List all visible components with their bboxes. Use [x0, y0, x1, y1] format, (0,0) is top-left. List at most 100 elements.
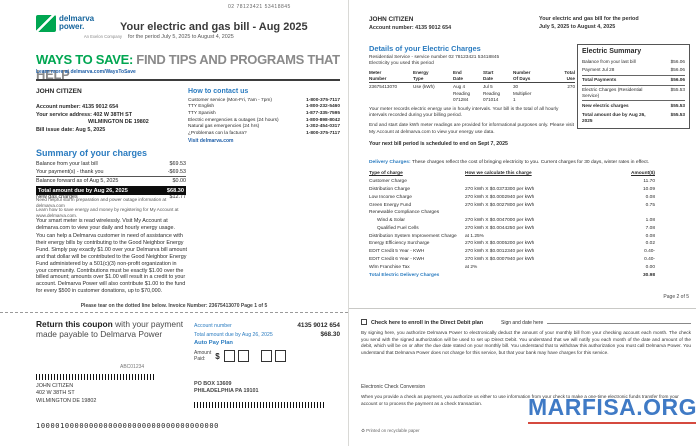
charges-total-row: Total Electric Delivery Charges 30.98 [369, 273, 661, 278]
visit-delmarva-link[interactable]: Visit delmarva.com [188, 137, 234, 144]
bill-issue-date: Bill issue date: Aug 5, 2025 [36, 126, 106, 133]
charges-total-label: Total Electric Delivery Charges [369, 273, 440, 279]
service-address-line: Your service address: 402 W 38TH ST [36, 111, 133, 118]
amount-paid-label-2: Paid: [194, 356, 206, 362]
coupon-account-label: Account number [194, 323, 232, 329]
contact-label: TTY English [188, 104, 215, 110]
meter-col-header: Number Of Days [513, 70, 551, 84]
charge-amount: 0.75 [645, 202, 655, 208]
postnet-barcode-remit [194, 402, 326, 408]
esummary-value: $55.53 [670, 111, 685, 117]
bill-page-2: JOHN CITIZEN Account number: 4135 9012 6… [348, 0, 696, 446]
dollar-sign: $ [215, 351, 220, 361]
charges-header-calc: How we calculate this charge [465, 171, 532, 177]
postnet-barcode-customer [36, 374, 154, 380]
customer-block: JOHN CITIZEN Account number: 4135 9012 6… [36, 88, 184, 134]
contact-row: TTY Spanish 1-877-335-7595 [188, 110, 340, 117]
charge-row: Distribution System Improvement Charge at… [369, 233, 661, 241]
ways-to-save-link[interactable]: Learn more at delmarva.com/WaysToSave [36, 69, 136, 75]
bill-period-line-1: Your electric and gas bill for the perio… [539, 16, 639, 22]
amount-box [223, 350, 235, 362]
end-date: Aug 4 [453, 84, 466, 90]
service-city-line: WILMINGTON DE 19802 [88, 119, 149, 125]
charge-calc: 270 kWh X $0.0005200 per kWh [465, 241, 535, 247]
customer-name: JOHN CITIZEN [36, 88, 82, 95]
electric-details-heading: Details of your Electric Charges [369, 44, 481, 53]
coupon-account-value: 4135 9012 654 [297, 322, 340, 329]
number-of-days: 30 [513, 84, 519, 90]
charges-header-row: Type of charge How we calculate this cha… [369, 171, 661, 176]
charge-amount: 0.02 [645, 241, 655, 247]
meter-number: 23675413070 [369, 84, 398, 90]
delivery-charges-label: Delivery Charges: [369, 160, 411, 165]
recycle-note: ♻ Printed on recyclable paper [361, 428, 420, 434]
contact-label: Natural gas emergencies (24 hrs) [188, 124, 260, 130]
esummary-row: Total amount due by Aug 26, 2025 $55.53 [582, 110, 685, 125]
charge-amount: 0.40- [644, 256, 655, 262]
esummary-value: $56.06 [670, 67, 685, 73]
contact-phone: 1-302-454-0317 [305, 124, 340, 130]
coupon-due-label: Total amount due by Aug 26, 2025 [194, 332, 273, 338]
multiplier-value: 1 [513, 96, 516, 102]
esummary-value: $56.06 [670, 77, 685, 83]
charge-type: Wlm Franchise Tax [369, 264, 410, 270]
charge-group-label: Renewable Compliance Charges [369, 210, 440, 216]
header-divider [36, 79, 340, 81]
meter-col-header: Total Use [551, 70, 575, 84]
charge-type: Wind & Solar [377, 218, 405, 224]
total-use: 270 [567, 84, 575, 90]
summary-heading: Summary of your charges [36, 148, 148, 158]
coupon-return-text: Return this coupon with your payment mad… [36, 319, 191, 339]
coupon-fields: Account number 4135 9012 654 Total amount… [194, 322, 340, 346]
recycle-text: Printed on recyclable paper [366, 428, 420, 433]
ways-to-save-rest: FIND TIPS AND PROGRAMS THAT HELP [36, 52, 340, 82]
charge-row: Customer Charge 11.70 [369, 178, 661, 186]
charge-type: EDIT Credit 5 Year - KWH [369, 249, 425, 255]
charge-amount: 0.08 [645, 233, 655, 239]
total-due-value: $68.30 [166, 187, 184, 194]
ways-to-save-banner: WAYS TO SAVE: FIND TIPS AND PROGRAMS THA… [36, 52, 348, 82]
charge-amount: 0.40- [644, 249, 655, 255]
charge-type: Distribution System Improvement Charge [369, 233, 457, 239]
total-due-label: Total amount due by Aug 26, 2025 [38, 187, 128, 194]
direct-debit-checkbox[interactable] [361, 319, 367, 325]
esummary-row: Total Payments $56.06 [582, 74, 685, 85]
amount-entry-boxes [223, 350, 286, 362]
meter-usage-table: Meter Number 23675413070 Energy Type Use (… [369, 70, 575, 103]
bill-title: Your electric and gas bill - Aug 2025 [120, 21, 308, 33]
coupon-code: ABC01234 [120, 364, 145, 370]
contact-phone: 1-877-335-7595 [305, 110, 340, 116]
electric-summary-heading: Electric Summary [582, 48, 642, 55]
direct-debit-terms: By signing here, you authorize Delmarva … [361, 330, 691, 355]
electricity-used-line: Electricity you used this period [369, 61, 434, 66]
contact-block: How to contact us Customer service (Mon-… [188, 88, 340, 144]
summary-value: $0.00 [172, 178, 187, 184]
esummary-row: New electric charges $55.53 [582, 100, 685, 110]
sign-date-label: Sign and date here [501, 320, 544, 326]
charge-calc: 270 kWh X $0.0044250 per kWh [465, 225, 535, 231]
reading-label: Reading [453, 90, 471, 96]
delivery-charges-table: Type of charge How we calculate this cha… [369, 171, 661, 278]
ocr-scanline: 10000100000000000000000000000000000000 [36, 422, 219, 430]
tear-line-instruction: Please tear on the dotted line below. In… [80, 303, 268, 309]
charge-amount: 7.08 [645, 225, 655, 231]
charge-calc [465, 179, 615, 185]
delivery-charges-lead: Delivery Charges: These charges reflect … [369, 160, 661, 166]
start-date: Jul 5 [483, 84, 493, 90]
esummary-label: Balance from your last bill [582, 58, 636, 64]
remit-po-box: PO BOX 13609 [194, 381, 232, 387]
esummary-value: $56.06 [670, 58, 685, 64]
charge-calc: 270 kWh X $0.0047000 per kWh [465, 218, 535, 224]
charge-row: EDIT Credit 5 Year - KWH 270 kWh X $0.001… [369, 248, 661, 256]
charge-calc: 270 kWh X $0.0002940 per kWh [465, 194, 535, 200]
charge-type: EDIT Credit 6 Year - KWH [369, 256, 425, 262]
amount-box [274, 350, 286, 362]
charge-calc: 270 kWh X $0.0027800 per kWh [465, 202, 535, 208]
summary-label: Your payment(s) - thank you [36, 169, 104, 175]
contact-phone: 1-800-898-8042 [305, 117, 340, 123]
contact-heading: How to contact us [188, 88, 249, 95]
contact-label: ¿Problemas con la factura? [188, 130, 247, 136]
meter-note-2: End and start date kWh meter readings ar… [369, 123, 574, 135]
meter-col-header: End Date [453, 70, 483, 84]
delivery-charges-text: These charges reflect the cost of bringi… [410, 160, 650, 165]
